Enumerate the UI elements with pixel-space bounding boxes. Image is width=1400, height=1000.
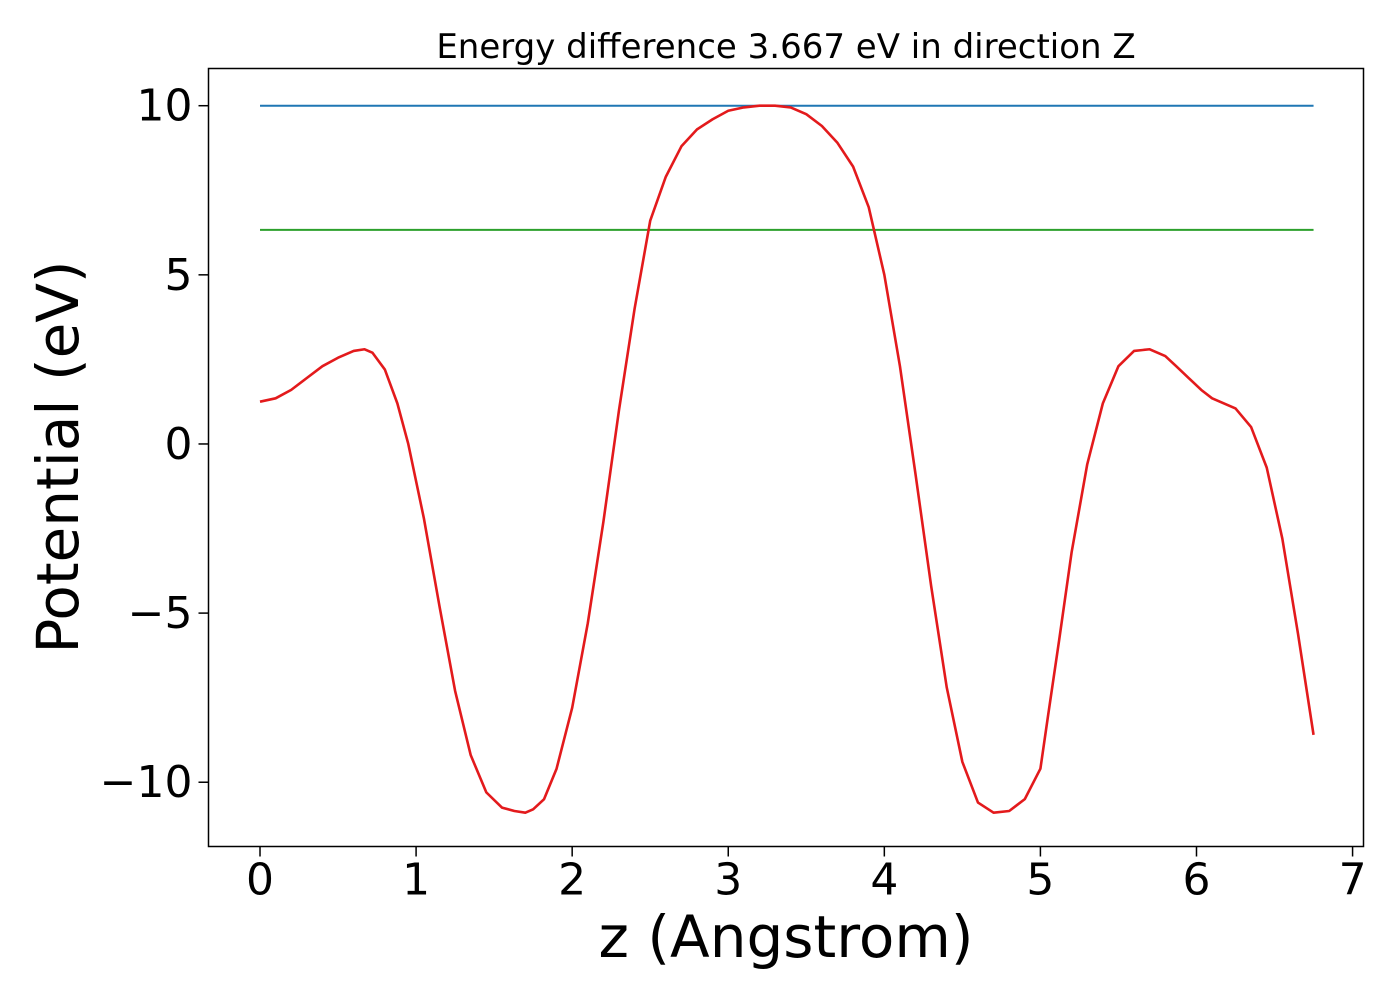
y-tick-label: −10 bbox=[100, 757, 193, 808]
x-tick-label: 1 bbox=[402, 855, 430, 906]
chart-title: Energy difference 3.667 eV in direction … bbox=[436, 27, 1135, 67]
x-tick-label: 0 bbox=[246, 855, 274, 906]
x-tick-label: 6 bbox=[1182, 855, 1210, 906]
y-axis: 10 5 0 −5 −10 bbox=[100, 81, 209, 808]
y-tick-label: 10 bbox=[137, 81, 193, 132]
x-tick-label: 5 bbox=[1026, 855, 1054, 906]
x-tick-label: 3 bbox=[714, 855, 742, 906]
potential-line bbox=[259, 104, 1315, 814]
plot-frame bbox=[207, 67, 1365, 848]
x-axis-title: z (Angstrom) bbox=[599, 903, 974, 971]
y-axis-title: Potential (eV) bbox=[24, 260, 92, 653]
y-tick-label: 5 bbox=[165, 250, 193, 301]
x-axis: 0 1 2 3 4 5 6 7 bbox=[246, 846, 1367, 906]
x-tick-label: 2 bbox=[558, 855, 586, 906]
y-tick-label: −5 bbox=[128, 588, 193, 639]
y-tick-label: 0 bbox=[165, 419, 193, 470]
plot-area bbox=[259, 104, 1315, 814]
x-tick-label: 4 bbox=[870, 855, 898, 906]
x-tick-label: 7 bbox=[1339, 855, 1367, 906]
